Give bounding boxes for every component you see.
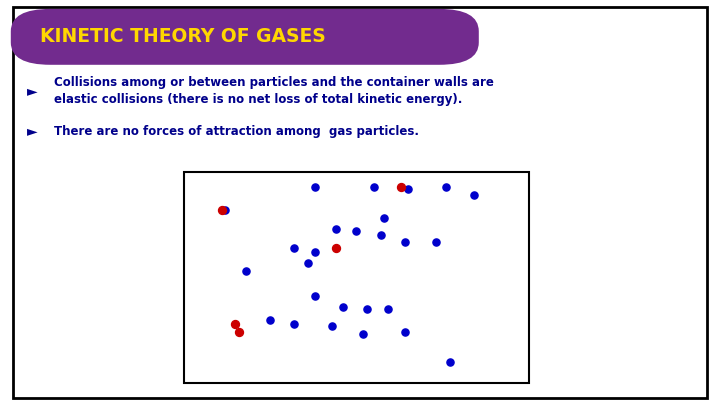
Text: Collisions among or between particles and the container walls are: Collisions among or between particles an… bbox=[54, 76, 494, 89]
Text: KINETIC THEORY OF GASES: KINETIC THEORY OF GASES bbox=[40, 27, 325, 46]
Text: ►: ► bbox=[27, 125, 38, 139]
FancyBboxPatch shape bbox=[184, 172, 529, 383]
Text: There are no forces of attraction among  gas particles.: There are no forces of attraction among … bbox=[54, 125, 419, 138]
FancyBboxPatch shape bbox=[13, 7, 707, 398]
Text: ►: ► bbox=[27, 84, 38, 98]
FancyBboxPatch shape bbox=[11, 9, 479, 65]
Text: elastic collisions (there is no net loss of total kinetic energy).: elastic collisions (there is no net loss… bbox=[54, 93, 462, 106]
